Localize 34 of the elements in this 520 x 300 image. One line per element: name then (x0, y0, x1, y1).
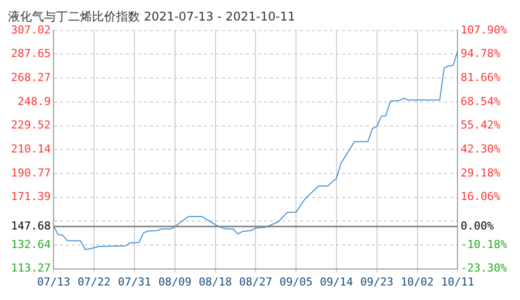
y-tick-label: 210.14 (10, 142, 52, 156)
y-tick-label: 287.65 (10, 47, 51, 60)
y2-tick-label: 42.30% (460, 142, 501, 156)
x-tick-label: 07/13 (37, 275, 70, 288)
y-tick-label: 147.68 (10, 219, 51, 232)
y-tick-label: 190.77 (10, 166, 51, 180)
y-tick-label: 268.27 (10, 70, 51, 84)
x-tick-label: 09/14 (320, 275, 354, 288)
x-tick-label: 09/05 (280, 275, 313, 288)
y2-tick-label: 16.06% (460, 190, 501, 204)
x-tick-label: 07/31 (118, 275, 152, 288)
y2-tick-label: -10.18% (460, 238, 508, 251)
x-tick-label: 08/18 (198, 275, 232, 288)
x-tick-label: 07/22 (78, 275, 111, 288)
y-tick-label: 307.02 (10, 23, 51, 36)
chart-title: 液化气与丁二烯比价指数 2021-07-13 - 2021-10-11 (8, 9, 296, 24)
y2-tick-label: 68.54% (460, 94, 501, 108)
x-tick-label: 10/11 (441, 275, 474, 288)
y2-tick-label: 94.78% (460, 47, 501, 60)
x-tick-label: 09/23 (360, 275, 394, 288)
y2-tick-label: -23.30% (460, 262, 508, 275)
y-tick-label: 229.52 (10, 118, 51, 132)
y-tick-label: 113.27 (10, 262, 51, 275)
y-tick-label: 248.9 (18, 94, 51, 108)
x-tick-label: 08/27 (239, 275, 272, 288)
y2-tick-label: 107.90% (460, 23, 508, 36)
x-tick-label: 08/09 (158, 275, 192, 288)
y2-tick-label: 55.42% (460, 118, 501, 132)
x-tick-label: 10/02 (400, 275, 434, 288)
y2-tick-label: 81.66% (460, 70, 501, 84)
y2-tick-label: 29.18% (460, 166, 501, 180)
y-tick-label: 171.39 (10, 190, 51, 204)
y-tick-label: 132.64 (10, 238, 52, 251)
y2-tick-label: 0.00% (460, 219, 494, 232)
